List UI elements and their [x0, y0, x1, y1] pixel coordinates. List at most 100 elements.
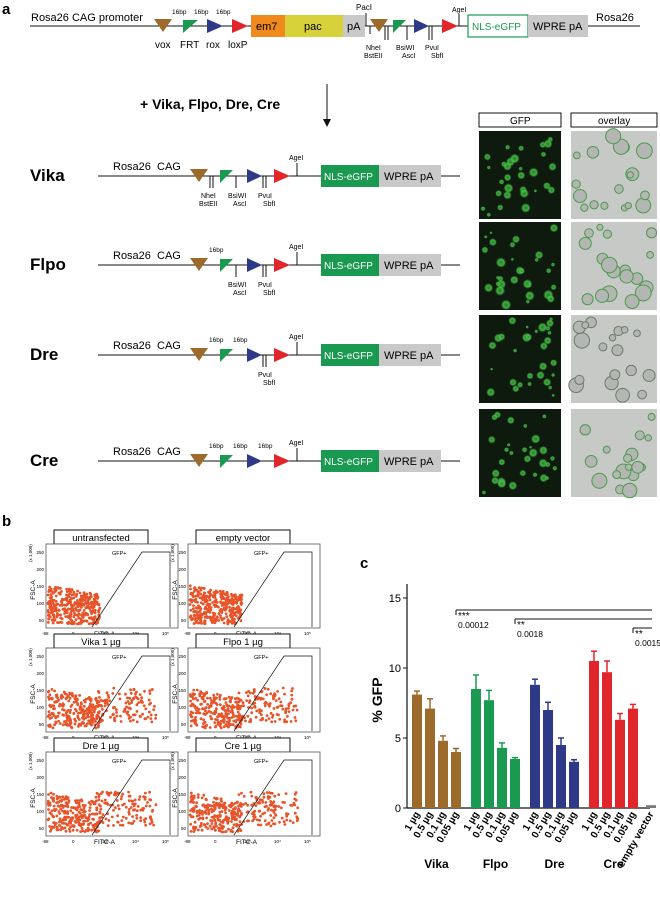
- flow-event-dot: [83, 619, 87, 623]
- flow-event-dot: [216, 718, 219, 722]
- flow-event-dot: [285, 814, 289, 818]
- overlay-cell: [621, 482, 638, 499]
- flow-event-dot: [212, 603, 216, 607]
- flow-event-dot: [239, 603, 243, 606]
- flow-event-dot: [224, 811, 228, 815]
- flow-event-dot: [52, 704, 56, 708]
- flow-event-dot: [257, 809, 261, 813]
- flow-event-dot: [100, 704, 104, 708]
- flow-event-dot: [93, 615, 96, 619]
- x-tick-label: -98: [42, 631, 49, 636]
- gfp-gate: [91, 551, 171, 628]
- flow-event-dot: [191, 810, 195, 813]
- gfp-cell: [491, 413, 498, 421]
- flow-event-dot: [52, 799, 55, 803]
- flow-event-dot: [47, 808, 50, 811]
- gfp-cell: [497, 332, 506, 341]
- flow-event-dot: [76, 806, 80, 809]
- gfp-cell: [538, 361, 548, 371]
- flow-event-dot: [261, 800, 265, 804]
- flow-event-dot: [228, 723, 232, 727]
- gfp-cell: [518, 267, 526, 275]
- flow-event-dot: [280, 806, 283, 810]
- spacer-label: 16bp: [209, 247, 224, 254]
- flow-event-dot: [135, 809, 139, 813]
- flow-event-dot: [222, 601, 226, 604]
- x-tick-label: 10⁵: [304, 631, 311, 636]
- flow-event-dot: [53, 689, 56, 693]
- flow-event-dot: [222, 725, 226, 729]
- flow-event-dot: [95, 714, 99, 718]
- flow-event-dot: [216, 815, 220, 818]
- flow-event-dot: [214, 824, 218, 828]
- flow-event-dot: [221, 830, 225, 834]
- flow-event-dot: [262, 792, 266, 796]
- flow-event-dot: [50, 796, 54, 799]
- y-unit-label: (x 1,000): [170, 648, 175, 666]
- flow-event-dot: [285, 720, 289, 724]
- flow-event-dot: [94, 720, 97, 723]
- flow-event-dot: [230, 804, 234, 808]
- flow-event-dot: [59, 616, 63, 620]
- gfp-header: GFP: [510, 116, 531, 127]
- flow-event-dot: [234, 807, 237, 810]
- flow-event-dot: [63, 603, 66, 607]
- row-rosa-label: Rosa26: [113, 161, 151, 173]
- flow-event-dot: [104, 700, 107, 704]
- flow-event-dot: [220, 608, 224, 612]
- flow-event-dot: [189, 719, 193, 723]
- spacer-label: 16bp: [209, 337, 224, 344]
- flow-event-dot: [196, 617, 200, 620]
- gfp-cell: [483, 283, 494, 293]
- flow-event-dot: [277, 805, 281, 808]
- flow-event-dot: [70, 588, 74, 592]
- flow-event-dot: [96, 821, 99, 824]
- flow-event-dot: [232, 815, 235, 819]
- flow-event-dot: [238, 713, 241, 716]
- flow-event-dot: [226, 822, 230, 825]
- flow-event-dot: [193, 586, 197, 590]
- flow-event-dot: [217, 612, 221, 615]
- overlay-cell: [581, 321, 590, 330]
- flow-event-dot: [47, 588, 51, 592]
- flow-event-dot: [267, 821, 271, 825]
- flow-event-dot: [87, 622, 91, 626]
- flow-event-dot: [245, 699, 249, 702]
- flow-event-dot: [237, 793, 241, 796]
- flow-event-dot: [51, 605, 55, 609]
- flow-event-dot: [218, 703, 222, 707]
- flow-event-dot: [217, 802, 220, 806]
- flow-event-dot: [239, 805, 243, 808]
- flow-event-dot: [263, 687, 267, 690]
- flow-event-dot: [82, 809, 86, 812]
- flow-event-dot: [236, 829, 240, 833]
- gfp-cell: [509, 241, 516, 248]
- flow-event-dot: [89, 699, 93, 703]
- gfp-cell: [547, 385, 553, 390]
- sbfi-label: SbfI: [263, 201, 276, 208]
- gfp-cell: [488, 237, 498, 247]
- flow-event-dot: [233, 812, 237, 815]
- flow-event-dot: [154, 803, 158, 807]
- flow-event-dot: [150, 720, 154, 724]
- flow-event-dot: [55, 814, 59, 818]
- flow-event-dot: [218, 823, 222, 826]
- flow-event-dot: [130, 799, 134, 803]
- flow-event-dot: [53, 618, 57, 621]
- flow-event-dot: [204, 797, 208, 801]
- flow-event-dot: [213, 614, 216, 617]
- flow-event-dot: [147, 710, 151, 714]
- flow-event-dot: [189, 704, 193, 708]
- y-tick-label: 50: [181, 826, 187, 831]
- x-tick-label: 10⁵: [304, 839, 311, 844]
- spacer-label-2: 16bp: [194, 9, 209, 16]
- flow-event-dot: [53, 707, 56, 710]
- flow-event-dot: [77, 711, 80, 715]
- overlay-cell: [619, 269, 634, 284]
- flow-event-dot: [219, 722, 223, 726]
- flow-event-dot: [93, 812, 96, 816]
- flow-event-dot: [49, 593, 53, 596]
- flow-event-dot: [65, 714, 69, 717]
- overlay-cell: [626, 171, 634, 179]
- flow-event-dot: [52, 616, 56, 619]
